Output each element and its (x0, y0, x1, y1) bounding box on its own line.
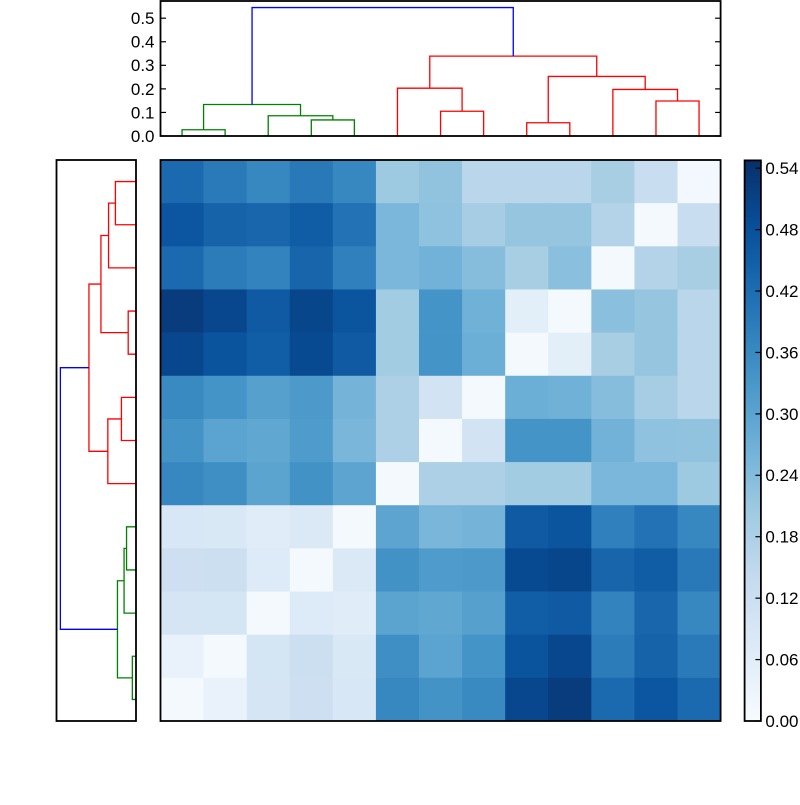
svg-text:0.1: 0.1 (131, 103, 155, 122)
svg-text:0.24: 0.24 (765, 466, 798, 485)
svg-text:0.54: 0.54 (765, 159, 798, 178)
svg-text:0.00: 0.00 (765, 712, 798, 731)
svg-text:0.12: 0.12 (765, 589, 798, 608)
svg-text:0.3: 0.3 (131, 56, 155, 75)
svg-text:0.5: 0.5 (131, 9, 155, 28)
svg-text:0.4: 0.4 (131, 33, 155, 52)
svg-text:0.0: 0.0 (131, 127, 155, 146)
svg-text:0.18: 0.18 (765, 528, 798, 547)
svg-text:0.36: 0.36 (765, 343, 798, 362)
svg-text:0.2: 0.2 (131, 80, 155, 99)
svg-text:0.42: 0.42 (765, 282, 798, 301)
svg-text:0.06: 0.06 (765, 650, 798, 669)
svg-text:0.30: 0.30 (765, 405, 798, 424)
svg-text:0.48: 0.48 (765, 221, 798, 240)
